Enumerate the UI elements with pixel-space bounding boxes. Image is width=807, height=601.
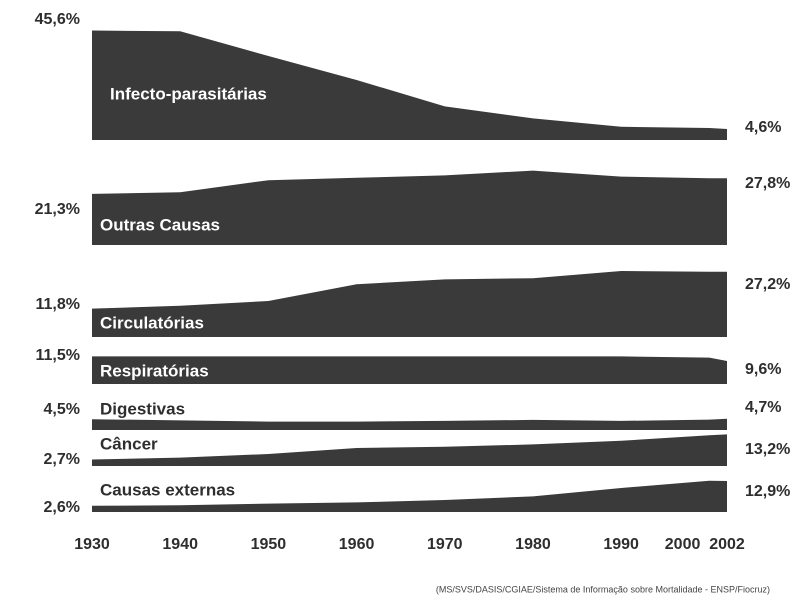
source-note: (MS/SVS/DASIS/CGIAE/Sistema de Informaçã…	[436, 584, 770, 594]
series-name: Digestivas	[100, 399, 185, 418]
end-value-label: 12,9%	[745, 483, 790, 500]
x-tick-label: 1980	[515, 536, 551, 553]
series-name: Circulatórias	[100, 313, 204, 332]
x-tick-label: 2002	[709, 536, 745, 553]
x-tick-label: 1970	[427, 536, 463, 553]
x-tick-label: 1940	[162, 536, 198, 553]
x-tick-label: 1950	[251, 536, 287, 553]
x-tick-label: 1960	[339, 536, 375, 553]
start-value-label: 45,6%	[35, 11, 80, 28]
series-name: Respiratórias	[100, 361, 209, 380]
x-tick-label: 2000	[665, 536, 701, 553]
area-band	[92, 434, 727, 466]
area-band	[92, 271, 727, 337]
series-name: Infecto-parasitárias	[110, 84, 267, 103]
start-value-label: 2,7%	[44, 451, 80, 468]
area-band	[92, 418, 727, 430]
start-value-label: 4,5%	[44, 401, 80, 418]
start-value-label: 2,6%	[44, 499, 80, 516]
start-value-label: 21,3%	[35, 201, 80, 218]
end-value-label: 27,8%	[745, 175, 790, 192]
x-tick-label: 1990	[603, 536, 639, 553]
series-name: Causas externas	[100, 480, 235, 499]
x-tick-label: 1930	[74, 536, 110, 553]
start-value-label: 11,5%	[36, 347, 80, 364]
end-value-label: 27,2%	[745, 276, 790, 293]
end-value-label: 4,6%	[745, 119, 781, 136]
series-name: Câncer	[100, 434, 158, 453]
area-band	[92, 30, 727, 141]
series-name: Outras Causas	[100, 215, 220, 234]
area-band	[92, 480, 727, 512]
end-value-label: 9,6%	[745, 361, 781, 378]
start-value-label: 11,8%	[36, 296, 80, 313]
area-band	[92, 170, 727, 245]
area-band	[92, 356, 727, 384]
end-value-label: 13,2%	[745, 441, 790, 458]
end-value-label: 4,7%	[745, 399, 781, 416]
